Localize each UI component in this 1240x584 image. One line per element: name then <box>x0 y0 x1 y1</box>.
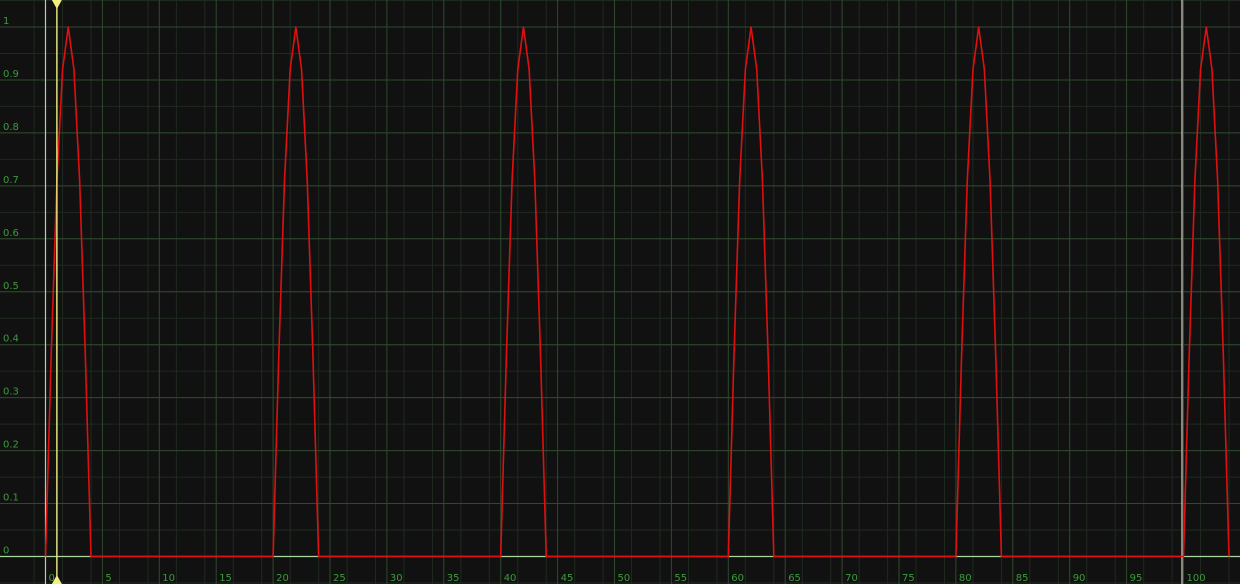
playhead[interactable] <box>51 0 62 584</box>
x-tick-label: 50 <box>618 573 631 584</box>
x-tick-label: 35 <box>447 573 460 584</box>
x-tick-label: 40 <box>504 573 517 584</box>
x-tick-label: 60 <box>731 573 744 584</box>
x-tick-label: 95 <box>1130 573 1143 584</box>
x-tick-label: 25 <box>333 573 346 584</box>
x-tick-label: 20 <box>276 573 289 584</box>
y-tick-label: 0.6 <box>3 228 19 239</box>
y-tick-label: 0.2 <box>3 440 19 451</box>
x-axis-tick-labels: 0 5 10 15 20 25 30 35 40 45 50 55 60 65 70 75 80 85 90 95 10… <box>49 573 1206 584</box>
y-tick-label: 0.3 <box>3 387 19 398</box>
y-axis-tick-labels: 0 0.1 0.2 0.3 0.4 0.5 0.6 0.7 0.8 0.9 1 <box>3 16 19 557</box>
x-tick-label: 85 <box>1016 573 1029 584</box>
y-tick-label: 0 <box>3 546 9 557</box>
x-tick-label: 65 <box>788 573 801 584</box>
x-tick-label: 70 <box>845 573 858 584</box>
curve-layer[interactable] <box>44 26 1230 558</box>
y-tick-label: 0.5 <box>3 281 19 292</box>
x-tick-label: 10 <box>162 573 175 584</box>
x-tick-label: 80 <box>959 573 972 584</box>
y-tick-label: 1 <box>3 16 9 27</box>
y-tick-label: 0.8 <box>3 122 19 133</box>
x-tick-label: 55 <box>674 573 687 584</box>
playhead-top-handle-icon <box>51 0 62 9</box>
x-tick-label: 0 <box>49 573 55 584</box>
x-tick-label: 100 <box>1187 573 1206 584</box>
x-tick-label: 30 <box>390 573 403 584</box>
x-tick-label: 75 <box>902 573 915 584</box>
y-tick-label: 0.4 <box>3 334 19 345</box>
y-tick-label: 0.7 <box>3 175 19 186</box>
x-tick-label: 45 <box>561 573 574 584</box>
y-tick-label: 0.9 <box>3 69 19 80</box>
x-tick-label: 5 <box>105 573 111 584</box>
y-tick-label: 0.1 <box>3 493 19 504</box>
x-tick-label: 15 <box>219 573 232 584</box>
playhead-bottom-handle-icon <box>51 575 62 584</box>
x-tick-label: 90 <box>1073 573 1086 584</box>
curve-series-0[interactable] <box>44 26 1230 558</box>
